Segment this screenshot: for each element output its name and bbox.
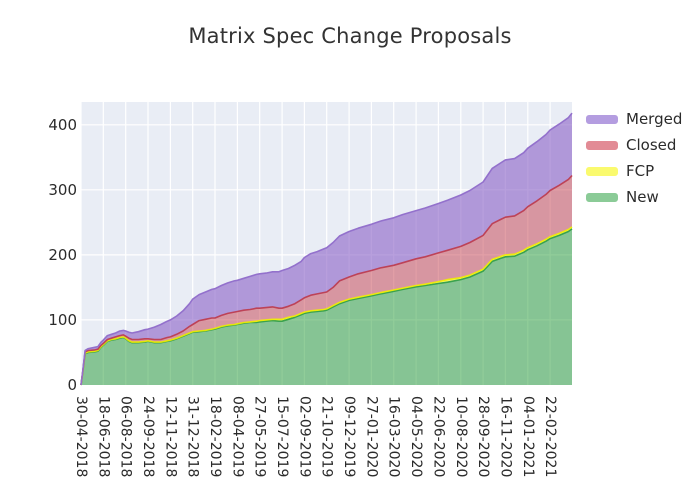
x-tick-label: 15-07-2019 <box>274 396 290 477</box>
edge-line-fcp <box>80 226 573 386</box>
legend-item-new: New <box>586 184 682 210</box>
x-tick-label: 06-08-2018 <box>118 396 134 477</box>
x-tick-label: 16-11-2020 <box>497 396 513 477</box>
x-tick-label: 04-01-2021 <box>520 396 536 477</box>
y-tick-label: 0 <box>67 376 77 394</box>
area-new <box>81 228 572 385</box>
x-tick-label: 09-12-2019 <box>341 396 357 477</box>
closed-swatch <box>586 140 618 150</box>
legend: Merged Closed FCP New <box>586 106 682 210</box>
y-tick-label: 400 <box>48 116 77 134</box>
area-fills <box>81 113 572 385</box>
legend-label-closed: Closed <box>626 136 677 154</box>
area-edge-lines <box>80 112 573 386</box>
x-tick-label: 10-08-2020 <box>453 396 469 477</box>
x-tick-label: 08-04-2019 <box>229 396 245 477</box>
x-tick-label: 18-06-2018 <box>95 396 111 477</box>
legend-item-fcp: FCP <box>586 158 682 184</box>
chart-title: Matrix Spec Change Proposals <box>188 24 512 48</box>
x-tick-label: 22-02-2021 <box>542 396 558 477</box>
legend-item-merged: Merged <box>586 106 682 132</box>
y-axis-tick-labels: 0 100 200 300 400 <box>48 116 77 394</box>
x-tick-label: 30-04-2018 <box>73 396 89 477</box>
merged-swatch <box>586 114 618 124</box>
x-tick-label: 18-02-2019 <box>207 396 223 477</box>
x-tick-label: 02-09-2019 <box>296 396 312 477</box>
new-swatch <box>586 192 618 202</box>
x-tick-label: 28-09-2020 <box>475 396 491 477</box>
legend-label-new: New <box>626 188 659 206</box>
x-tick-label: 16-03-2020 <box>386 396 402 477</box>
x-tick-label: 04-05-2020 <box>408 396 424 477</box>
area-merged <box>81 113 572 385</box>
legend-item-closed: Closed <box>586 132 682 158</box>
x-axis-tick-labels: 30-04-2018 18-06-2018 06-08-2018 24-09-2018… <box>73 396 558 477</box>
x-tick-label: 27-01-2020 <box>363 396 379 477</box>
x-tick-label: 12-11-2018 <box>162 396 178 477</box>
x-tick-label: 21-10-2019 <box>319 396 335 477</box>
x-tick-label: 24-09-2018 <box>140 396 156 477</box>
legend-label-merged: Merged <box>626 110 683 128</box>
y-tick-label: 300 <box>48 181 77 199</box>
edge-line-closed <box>80 174 573 386</box>
x-tick-label: 22-06-2020 <box>430 396 446 477</box>
edge-line-merged <box>80 112 573 386</box>
legend-label-fcp: FCP <box>626 162 655 180</box>
y-tick-label: 200 <box>48 246 77 264</box>
x-tick-label: 27-05-2019 <box>252 396 268 477</box>
fcp-swatch <box>586 166 618 176</box>
x-tick-label: 31-12-2018 <box>185 396 201 477</box>
y-tick-label: 100 <box>48 311 77 329</box>
